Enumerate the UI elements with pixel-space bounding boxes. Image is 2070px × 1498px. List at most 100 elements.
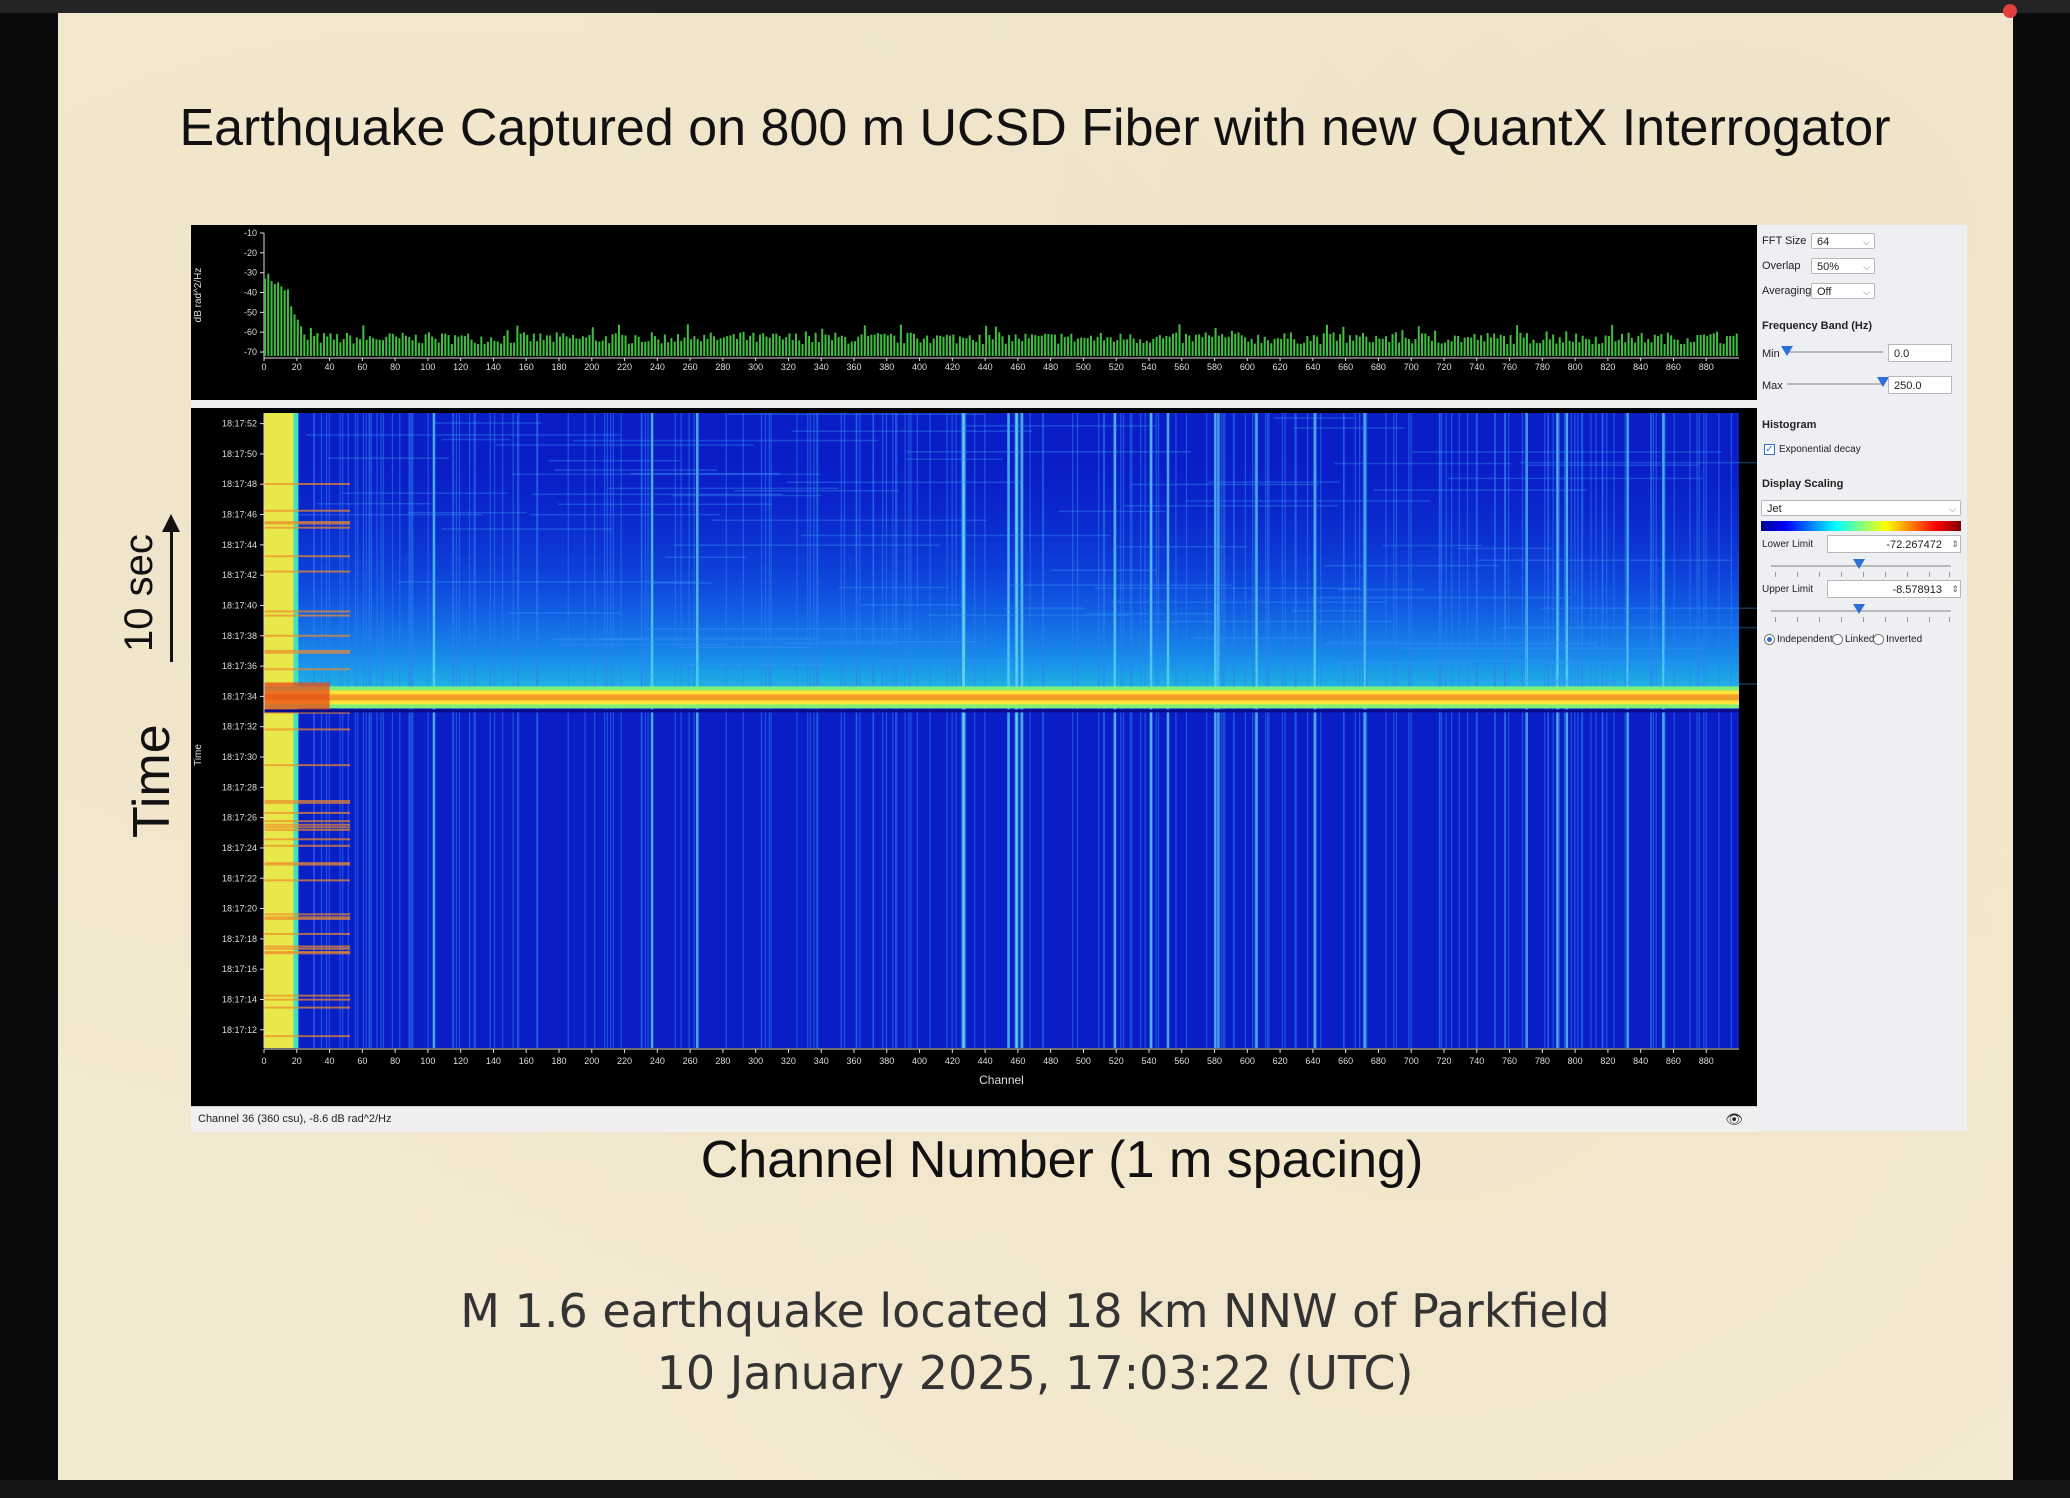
waterfall-y-axis-label: Time — [193, 744, 204, 766]
channel-striation — [452, 413, 454, 1048]
channel-striation — [1565, 413, 1569, 1048]
spectrum-bar — [1588, 339, 1591, 356]
coda-streak — [553, 638, 644, 640]
frequency-band-heading: Frequency Band (Hz) — [1762, 320, 1873, 332]
spectrum-bar — [1657, 336, 1660, 356]
waterfall-x-tick-label: 480 — [1043, 1056, 1058, 1066]
channel-striation — [693, 413, 695, 1048]
spectrum-bar — [614, 333, 617, 356]
coda-streak — [576, 683, 641, 686]
min-slider-handle[interactable] — [1781, 346, 1793, 356]
independent-radio[interactable] — [1764, 634, 1775, 645]
channel-striation — [408, 413, 410, 1048]
spectrum-bar — [808, 335, 811, 356]
lower-limit-slider-handle[interactable] — [1853, 559, 1865, 569]
near-channel-streak — [264, 483, 351, 486]
averaging-select[interactable]: Off ⌵ — [1811, 283, 1875, 299]
min-slider-track[interactable] — [1787, 351, 1883, 353]
channel-striation — [354, 413, 357, 1048]
spectrum-x-tick-label: 160 — [519, 362, 534, 372]
plot-area: -10 -20 -30 -40 -50 -60 -70 dB rad^2/Hz 0 20 40 60 8… — [191, 225, 1821, 1106]
spinner-icon[interactable]: ⇕ — [1951, 539, 1959, 549]
spectrum-bar — [703, 334, 706, 356]
spectrum-bar — [935, 335, 938, 356]
channel-striation — [1590, 413, 1592, 1048]
coda-streak — [1547, 683, 1819, 685]
spectrum-bar — [1643, 342, 1646, 356]
min-value-input[interactable]: 0.0 — [1888, 344, 1952, 362]
overlap-select[interactable]: 50% ⌵ — [1811, 258, 1875, 274]
status-text: Channel 36 (360 csu), -8.6 dB rad^2/Hz — [198, 1113, 392, 1125]
max-value-input[interactable]: 250.0 — [1888, 376, 1952, 394]
spectrum-bar — [1480, 335, 1483, 356]
spectrum-bar — [1381, 338, 1384, 356]
spectrum-bar — [1053, 334, 1056, 356]
channel-striation — [370, 413, 373, 1048]
spectrum-bar — [1014, 334, 1017, 356]
waterfall-x-tick-label: 520 — [1109, 1056, 1124, 1066]
coda-streak — [646, 628, 914, 630]
spectrum-bar — [919, 342, 922, 356]
spectrum-bar — [1706, 336, 1709, 356]
waterfall-x-tick-label: 160 — [519, 1056, 534, 1066]
spectrum-bar — [958, 336, 961, 356]
eye-icon[interactable]: 👁 — [1725, 1111, 1743, 1127]
colormap-select[interactable]: Jet ⌵ — [1761, 500, 1961, 516]
channel-striation — [1042, 413, 1044, 1048]
plot-separator — [191, 400, 1757, 408]
near-channel-streak — [264, 799, 351, 802]
lower-limit-input[interactable]: -72.267472 — [1827, 535, 1961, 553]
max-slider-track[interactable] — [1787, 383, 1883, 385]
spectrum-bar — [1191, 341, 1194, 356]
waterfall-y-tick-label: 18:17:48 — [222, 479, 257, 489]
channel-striation — [1703, 413, 1705, 1048]
spectrum-bar — [1362, 333, 1365, 356]
chevron-down-icon: ⌵ — [1863, 237, 1870, 247]
spectrum-bar — [1722, 343, 1725, 356]
spectrum-bar — [595, 340, 598, 356]
spectrum-bar — [637, 336, 640, 356]
upper-limit-slider-handle[interactable] — [1853, 604, 1865, 614]
spectrum-bar — [1398, 342, 1401, 356]
spectrum-bar — [477, 344, 480, 356]
spectrum-bar — [932, 338, 935, 356]
spectrum-bar — [1060, 333, 1063, 356]
spectrum-bar — [365, 339, 368, 356]
linked-radio[interactable] — [1832, 634, 1843, 645]
spectrum-bar — [755, 341, 758, 356]
spectrum-bar — [1280, 338, 1283, 356]
spectrum-bar — [962, 337, 965, 356]
channel-striation — [1284, 413, 1286, 1048]
waterfall-x-tick-label: 560 — [1174, 1056, 1189, 1066]
spectrum-bar — [1099, 332, 1102, 356]
waterfall-x-tick-label: 200 — [584, 1056, 599, 1066]
coda-streak — [781, 642, 894, 645]
upper-limit-input[interactable]: -8.578913 — [1827, 580, 1961, 598]
spectrum-x-tick-label: 720 — [1436, 362, 1451, 372]
channel-striation — [1476, 413, 1478, 1048]
spectrum-bar — [722, 337, 725, 356]
spectrum-bar — [1211, 336, 1214, 356]
inverted-radio[interactable] — [1873, 634, 1884, 645]
spectrum-bar — [916, 338, 919, 356]
channel-striation — [1244, 413, 1246, 1048]
channel-striation — [1019, 413, 1021, 1048]
channel-striation — [816, 413, 818, 1048]
spinner-icon[interactable]: ⇕ — [1951, 584, 1959, 594]
waterfall-x-tick-label: 260 — [683, 1056, 698, 1066]
spectrum-bar — [732, 334, 735, 356]
spectrum-bar — [1116, 340, 1119, 356]
spectrum-bar — [1496, 338, 1499, 356]
spectrum-bar — [1001, 336, 1004, 356]
waterfall-x-tick-label: 180 — [551, 1056, 566, 1066]
spectrum-bar — [1122, 339, 1125, 356]
spectrum-bar — [972, 339, 974, 356]
exponential-decay-checkbox[interactable]: ✓ — [1764, 444, 1775, 455]
spectrum-y-tick-label: -30 — [244, 268, 257, 278]
max-slider-handle[interactable] — [1877, 377, 1889, 387]
spectrum-bar — [437, 342, 440, 356]
spectrum-bar — [1270, 343, 1273, 356]
spectrum-bar — [496, 341, 499, 356]
fft-size-select[interactable]: 64 ⌵ — [1811, 233, 1875, 249]
waterfall-x-tick-label: 540 — [1141, 1056, 1156, 1066]
